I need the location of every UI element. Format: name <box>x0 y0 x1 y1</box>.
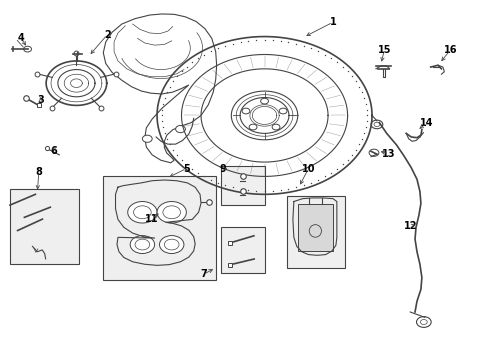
Circle shape <box>24 46 31 52</box>
Text: 5: 5 <box>183 163 190 174</box>
Circle shape <box>249 124 257 130</box>
Text: 4: 4 <box>18 33 24 43</box>
Circle shape <box>261 98 269 104</box>
Circle shape <box>242 108 250 114</box>
Text: 16: 16 <box>443 45 457 55</box>
Circle shape <box>157 202 186 223</box>
Text: 3: 3 <box>37 95 44 105</box>
Circle shape <box>143 135 152 142</box>
Text: 11: 11 <box>146 214 159 224</box>
Text: 2: 2 <box>104 30 111 40</box>
Text: 15: 15 <box>377 45 391 55</box>
Circle shape <box>130 235 155 253</box>
Circle shape <box>416 317 431 327</box>
Circle shape <box>369 149 379 156</box>
Bar <box>103 176 216 280</box>
Circle shape <box>128 202 157 223</box>
Bar <box>220 226 265 273</box>
Circle shape <box>159 235 184 253</box>
Text: 1: 1 <box>330 17 336 27</box>
Text: 8: 8 <box>35 167 42 177</box>
Text: 12: 12 <box>404 221 418 231</box>
Circle shape <box>175 126 185 133</box>
Bar <box>220 166 265 205</box>
Circle shape <box>272 124 280 130</box>
Text: 13: 13 <box>382 149 396 159</box>
Text: 10: 10 <box>302 163 315 174</box>
Bar <box>10 189 79 264</box>
Text: 6: 6 <box>50 145 57 156</box>
Text: 9: 9 <box>220 163 226 174</box>
Circle shape <box>279 108 287 114</box>
Circle shape <box>371 120 383 129</box>
Bar <box>298 204 333 251</box>
Text: 14: 14 <box>420 118 434 128</box>
Text: 7: 7 <box>200 269 207 279</box>
Bar <box>287 196 345 268</box>
